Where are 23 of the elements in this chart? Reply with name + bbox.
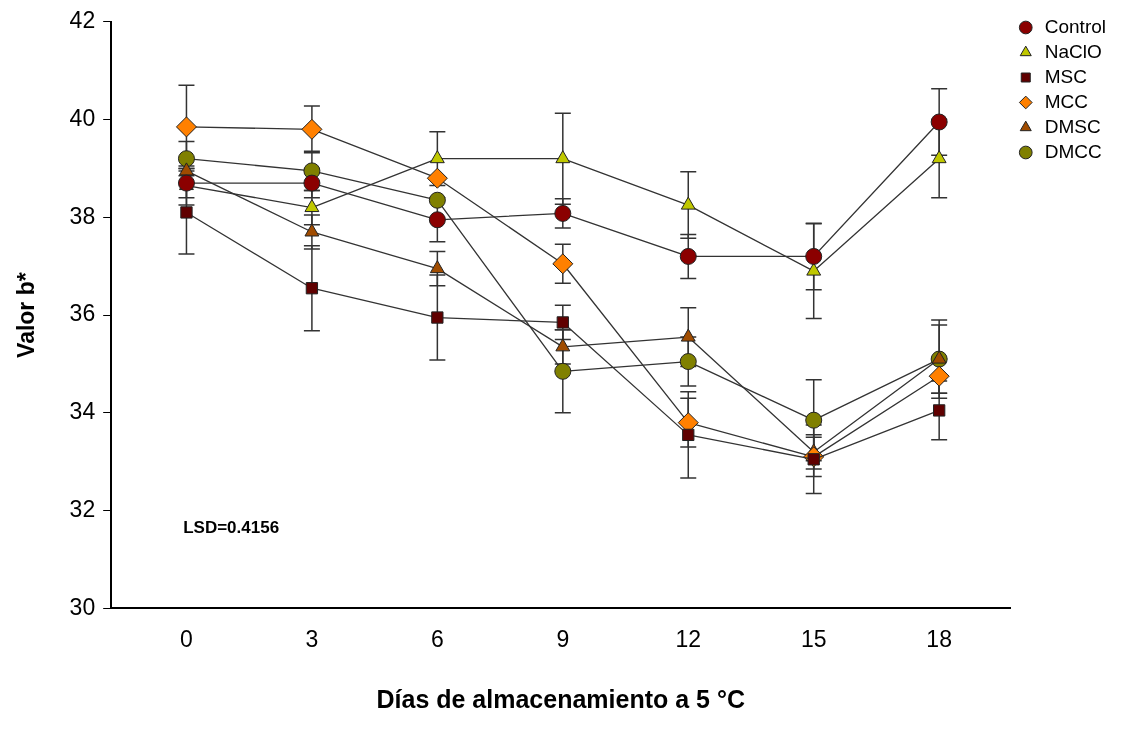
y-tick-label: 32 xyxy=(69,495,96,522)
x-tick-label: 12 xyxy=(675,625,702,652)
x-tick-label: 9 xyxy=(556,625,570,652)
legend-label: NaClO xyxy=(1044,40,1102,62)
annotation: LSD=0.4156 xyxy=(183,518,280,538)
y-tick-label: 42 xyxy=(69,7,96,34)
y-tick-label: 36 xyxy=(69,300,96,327)
y-tick-label: 40 xyxy=(69,104,96,131)
legend-label: MCC xyxy=(1044,90,1089,112)
y-tick-label: 34 xyxy=(69,398,96,425)
legend-label: DMCC xyxy=(1044,140,1102,162)
legend-label: Control xyxy=(1044,15,1106,37)
legend-label: DMSC xyxy=(1044,115,1101,137)
x-tick-label: 0 xyxy=(180,625,193,652)
y-tick-label: 30 xyxy=(69,593,96,620)
legend-label: MSC xyxy=(1044,65,1087,87)
x-axis-title: Días de almacenamiento a 5 °C xyxy=(376,684,745,713)
x-tick-label: 18 xyxy=(926,625,952,652)
y-tick-label: 38 xyxy=(69,202,96,229)
x-tick-label: 6 xyxy=(430,625,444,652)
x-tick-label: 15 xyxy=(800,625,827,652)
x-tick-label: 3 xyxy=(305,625,319,652)
y-axis-title: Valor b* xyxy=(13,272,40,358)
